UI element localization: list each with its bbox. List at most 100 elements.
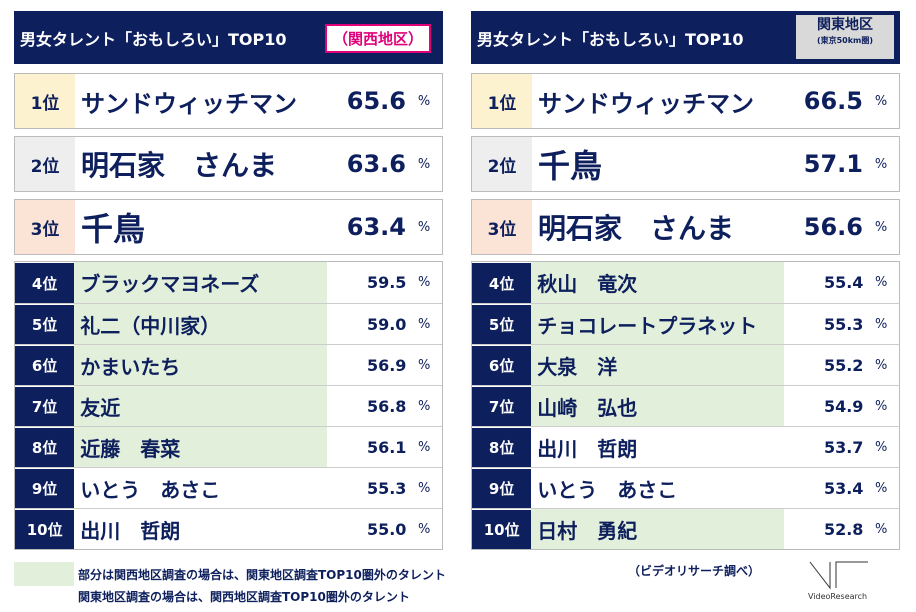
rank-label: 8位 [15, 427, 75, 467]
top-rank-row: 3位 千鳥 63.4 % [14, 199, 443, 255]
top-rank-row: 1位 サンドウィッチマン 65.6 % [14, 73, 443, 129]
talent-name: サンドウィッチマン [538, 89, 754, 118]
rank-label: 10位 [15, 509, 75, 549]
score-value: 56.6 [803, 213, 863, 241]
rank-row: 6位 かまいたち 56.9 % [15, 344, 442, 385]
rank-row: 4位 ブラックマヨネーズ 59.5 % [15, 262, 442, 303]
score-value: 59.0 [366, 314, 407, 334]
legend-swatch [14, 562, 74, 586]
panel-header: 男女タレント「おもしろい」TOP10 （関西地区） [14, 11, 443, 64]
percent-unit: % [418, 521, 431, 537]
score-value: 59.5 [366, 273, 407, 292]
talent-name: 出川 哲朗 [80, 518, 181, 543]
rank-label: 4位 [472, 262, 532, 303]
rank-row: 5位 チョコレートプラネット 55.3 % [472, 303, 899, 344]
rank-row: 6位 大泉 洋 55.2 % [472, 344, 899, 385]
talent-name: ブラックマヨネーズ [74, 262, 328, 303]
percent-unit: % [418, 398, 431, 414]
kansai-ranking-panel: 男女タレント「おもしろい」TOP10 （関西地区） 1位 サンドウィッチマン 65… [14, 11, 443, 550]
rank-label: 5位 [472, 304, 532, 344]
rank-row: 8位 近藤 春菜 56.1 % [15, 426, 442, 467]
rank-row: 9位 いとう あさこ 53.4 % [472, 467, 899, 508]
talent-name: 明石家 さんま [538, 212, 735, 245]
panel-header: 男女タレント「おもしろい」TOP10 関東地区 (東京50km圏) [471, 11, 900, 64]
rank-row: 8位 出川 哲朗 53.7 % [472, 426, 899, 467]
rank-row: 10位 出川 哲朗 55.0 % [15, 508, 442, 549]
rank-label: 6位 [15, 345, 75, 385]
videoresearch-logo: VideoResearch [808, 560, 878, 601]
region-sub: (東京50km圏) [816, 36, 874, 45]
rank-label: 1位 [472, 74, 532, 128]
rank-row: 7位 友近 56.8 % [15, 385, 442, 426]
top-rank-row: 3位 明石家 さんま 56.6 % [471, 199, 900, 255]
talent-name: 礼二（中川家） [74, 304, 328, 344]
rank-label: 7位 [472, 386, 532, 426]
score-value: 53.4 [823, 478, 864, 498]
rank-label: 4位 [15, 262, 75, 303]
score-value: 55.0 [366, 519, 407, 539]
rank-label: 2位 [472, 137, 532, 191]
rank-label: 7位 [15, 386, 75, 426]
rank-label: 3位 [472, 200, 532, 254]
region-badge: 関東地区 (東京50km圏) [796, 15, 894, 59]
percent-unit: % [874, 93, 888, 109]
percent-unit: % [874, 219, 888, 235]
score-value: 54.9 [823, 396, 864, 416]
talent-name: 日村 勇紀 [531, 509, 785, 549]
score-value: 65.6 [346, 87, 406, 115]
kanto-ranking-panel: 男女タレント「おもしろい」TOP10 関東地区 (東京50km圏) 1位 サンドウィ… [471, 11, 900, 550]
rank-label: 3位 [15, 200, 75, 254]
rank-row: 4位 秋山 竜次 55.4 % [472, 262, 899, 303]
percent-unit: % [417, 93, 431, 109]
legend-note-2: 関東地区調査の場合は、関西地区調査TOP10圏外のタレント [78, 590, 410, 604]
top-rank-row: 1位 サンドウィッチマン 66.5 % [471, 73, 900, 129]
rank-label: 2位 [15, 137, 75, 191]
score-value: 55.2 [823, 355, 864, 375]
percent-unit: % [418, 439, 431, 455]
percent-unit: % [418, 480, 431, 496]
percent-unit: % [875, 439, 888, 455]
rank-row: 7位 山崎 弘也 54.9 % [472, 385, 899, 426]
panel-title: 男女タレント「おもしろい」TOP10 [477, 29, 744, 49]
percent-unit: % [875, 357, 888, 373]
talent-name: 千鳥 [81, 210, 146, 248]
talent-name: いとう あさこ [537, 477, 678, 502]
talent-name: いとう あさこ [80, 477, 221, 502]
score-value: 57.1 [803, 150, 863, 178]
legend-note-1: 部分は関西地区調査の場合は、関東地区調査TOP10圏外のタレント [78, 568, 446, 582]
talent-name: 出川 哲朗 [537, 436, 638, 461]
talent-name: 山崎 弘也 [531, 386, 785, 426]
percent-unit: % [875, 316, 888, 332]
percent-unit: % [418, 357, 431, 373]
score-value: 55.3 [823, 314, 864, 334]
rank-label: 1位 [15, 74, 75, 128]
talent-name: 近藤 春菜 [74, 427, 328, 467]
rank-label: 9位 [15, 468, 75, 508]
talent-name: 大泉 洋 [531, 345, 785, 385]
talent-name: サンドウィッチマン [81, 89, 297, 118]
score-value: 56.9 [366, 355, 407, 375]
score-value: 52.8 [823, 519, 864, 539]
rank-row: 9位 いとう あさこ 55.3 % [15, 467, 442, 508]
percent-unit: % [418, 316, 431, 332]
score-value: 55.3 [366, 478, 407, 498]
percent-unit: % [875, 398, 888, 414]
score-value: 53.7 [823, 437, 864, 457]
percent-unit: % [875, 521, 888, 537]
score-value: 55.4 [823, 273, 864, 292]
rank-row: 5位 礼二（中川家） 59.0 % [15, 303, 442, 344]
region-badge: （関西地区） [324, 24, 431, 53]
percent-unit: % [875, 480, 888, 496]
talent-name: かまいたち [74, 345, 328, 385]
percent-unit: % [875, 275, 888, 290]
score-value: 63.4 [346, 213, 406, 241]
top-rank-row: 2位 明石家 さんま 63.6 % [14, 136, 443, 192]
score-value: 56.8 [366, 396, 407, 416]
source-note: （ビデオリサーチ調べ） [628, 564, 761, 578]
talent-name: チョコレートプラネット [531, 304, 785, 344]
percent-unit: % [874, 156, 888, 172]
rank-label: 9位 [472, 468, 532, 508]
logo-text: VideoResearch [808, 592, 868, 601]
rank-label: 5位 [15, 304, 75, 344]
panel-title: 男女タレント「おもしろい」TOP10 [20, 29, 287, 49]
